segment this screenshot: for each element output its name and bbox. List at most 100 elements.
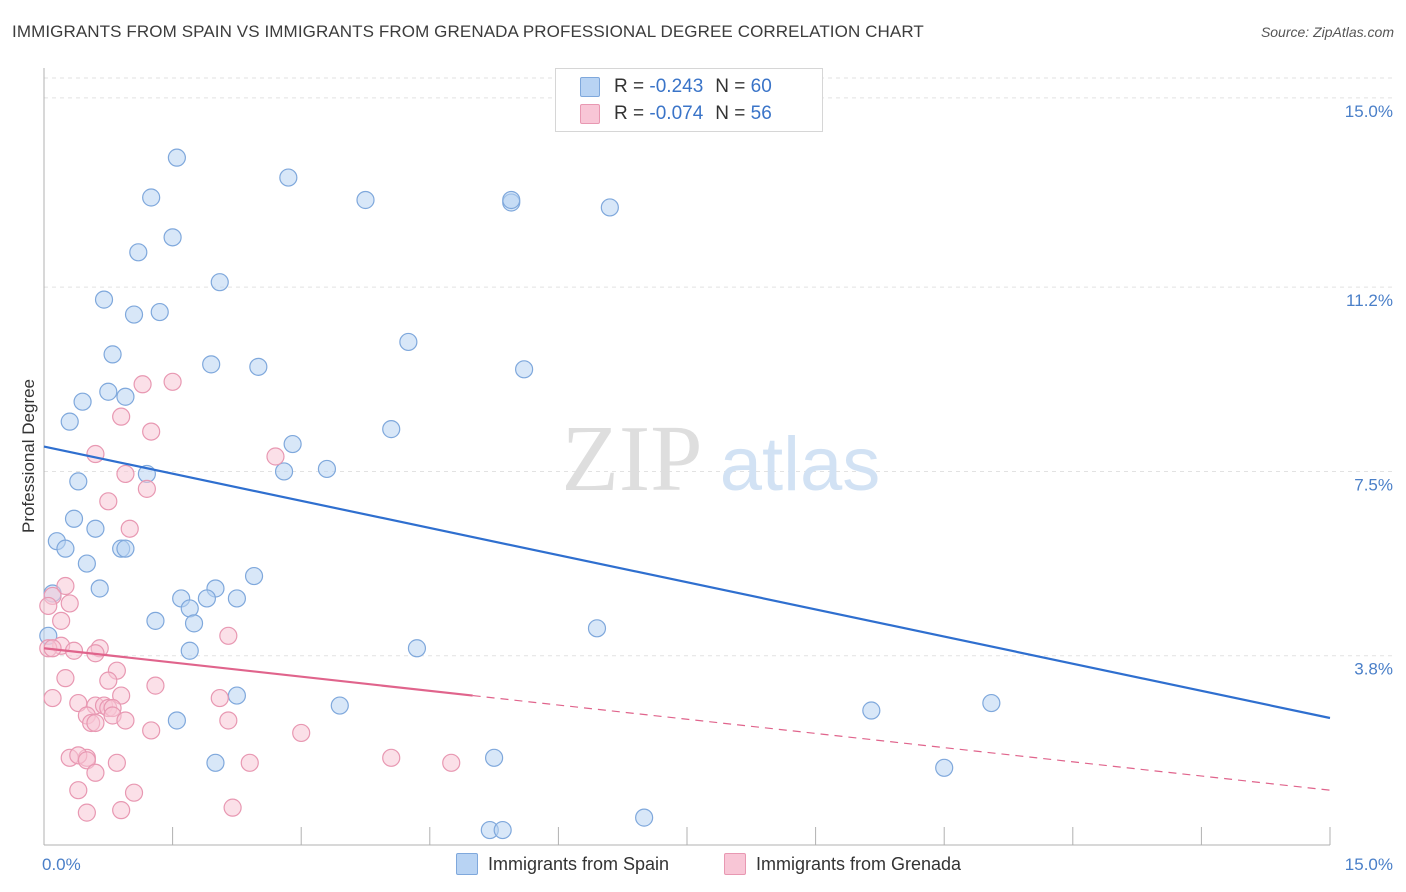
grenada-point (219, 711, 238, 730)
spain-point (150, 302, 169, 322)
spain-point (935, 758, 954, 777)
legend-n-value-spain: 60 (750, 76, 772, 97)
trend-line-grenada (43, 647, 473, 697)
legend-swatch-grenada (724, 853, 746, 875)
spain-point (274, 462, 294, 481)
spain-point (73, 392, 92, 411)
grenada-point (223, 798, 242, 817)
grenada-point (142, 422, 161, 441)
legend-r-value-spain: -0.243 (649, 76, 704, 97)
grenada-point (292, 723, 311, 743)
spain-point (103, 345, 122, 364)
grenada-point (86, 713, 105, 733)
grenada-point (266, 447, 285, 466)
spain-point (184, 614, 204, 633)
spain-point (206, 753, 225, 772)
spain-point (600, 198, 619, 217)
spain-point (86, 519, 105, 538)
legend-swatch-grenada (580, 104, 600, 124)
legend-n-label: N = (715, 103, 746, 124)
chart-title: IMMIGRANTS FROM SPAIN VS IMMIGRANTS FROM… (12, 22, 924, 41)
legend-row-spain: R = -0.243 N = 60 (580, 75, 772, 99)
trend-lines (43, 445, 1331, 791)
grenada-point (116, 711, 135, 730)
spain-point (407, 639, 427, 658)
grenada-point (146, 676, 165, 695)
grenada-point (112, 407, 131, 426)
spain-point (69, 472, 88, 491)
spain-point (202, 355, 221, 374)
spain-point (142, 188, 161, 207)
y-tick-label: 3.8% (1354, 660, 1393, 679)
spain-point (635, 808, 654, 827)
spain-point (502, 190, 521, 210)
spain-point (197, 589, 216, 608)
legend-item-grenada[interactable]: Immigrants from Grenada (724, 851, 961, 877)
y-tick-label: 7.5% (1354, 475, 1393, 494)
spain-point (317, 459, 337, 479)
y-tick-label: 11.2% (1346, 291, 1393, 310)
grenada-point (116, 464, 135, 484)
y-tick-label: 15.0% (1345, 102, 1393, 121)
spain-point (279, 168, 298, 187)
grenada-point (56, 576, 75, 596)
grenada-point (107, 753, 126, 772)
spain-point (356, 190, 375, 210)
trend-line-grenada-extension (472, 694, 1331, 791)
legend-n-label: N = (715, 76, 746, 97)
legend-n-value-grenada: 56 (750, 103, 772, 124)
legend-r-label: R = (614, 76, 645, 97)
grenada-point (77, 803, 96, 822)
spain-point (982, 693, 1001, 713)
spain-point (485, 748, 504, 767)
legend-r-value-grenada: -0.074 (649, 103, 704, 124)
spain-point (330, 696, 349, 715)
spain-point (90, 579, 109, 598)
y-tick-labels: 3.8% 7.5% 11.2% 15.0% (1345, 102, 1393, 679)
spain-point (382, 420, 401, 439)
spain-point (493, 820, 512, 840)
grenada-point (163, 372, 182, 391)
spain-point (163, 228, 182, 247)
spain-point (862, 701, 881, 720)
legend-swatch-spain (456, 853, 478, 875)
trend-line-spain (43, 445, 1331, 720)
grenada-point (240, 753, 259, 772)
spain-point (99, 382, 118, 401)
spain-point (283, 434, 302, 454)
stats-legend: R = -0.243 N = 60 R = -0.074 N = 56 (555, 68, 823, 132)
spain-point (129, 243, 148, 262)
legend-label-spain: Immigrants from Spain (488, 853, 670, 874)
series-grenada-points (39, 372, 461, 822)
spain-point (515, 360, 534, 379)
watermark-zip: ZIP (562, 407, 703, 511)
grenada-point (60, 594, 79, 613)
watermark: ZIP atlas (562, 407, 881, 511)
grenada-point (86, 763, 105, 782)
grenada-point (112, 686, 131, 705)
spain-point (116, 387, 135, 406)
grenada-point (442, 753, 461, 772)
spain-point (399, 332, 418, 352)
grenada-point (133, 375, 152, 394)
grenada-point (86, 444, 105, 464)
spain-point (77, 554, 96, 573)
spain-point (146, 611, 165, 630)
spain-point (124, 305, 144, 324)
grenada-point (120, 519, 139, 538)
spain-point (227, 589, 246, 608)
grenada-point (39, 596, 58, 616)
legend-swatch-spain (580, 77, 600, 97)
gridlines (44, 77, 1393, 657)
legend-item-spain[interactable]: Immigrants from Spain (456, 851, 669, 877)
grenada-point (210, 688, 229, 708)
grenada-point (124, 783, 144, 802)
grenada-point (142, 721, 161, 740)
watermark-atlas: atlas (720, 422, 881, 507)
x-tick-label-min: 0.0% (42, 855, 81, 874)
x-tick-label-max: 15.0% (1345, 855, 1393, 874)
legend-r-label: R = (614, 103, 645, 124)
spain-point (587, 619, 607, 638)
spain-point (249, 357, 268, 376)
